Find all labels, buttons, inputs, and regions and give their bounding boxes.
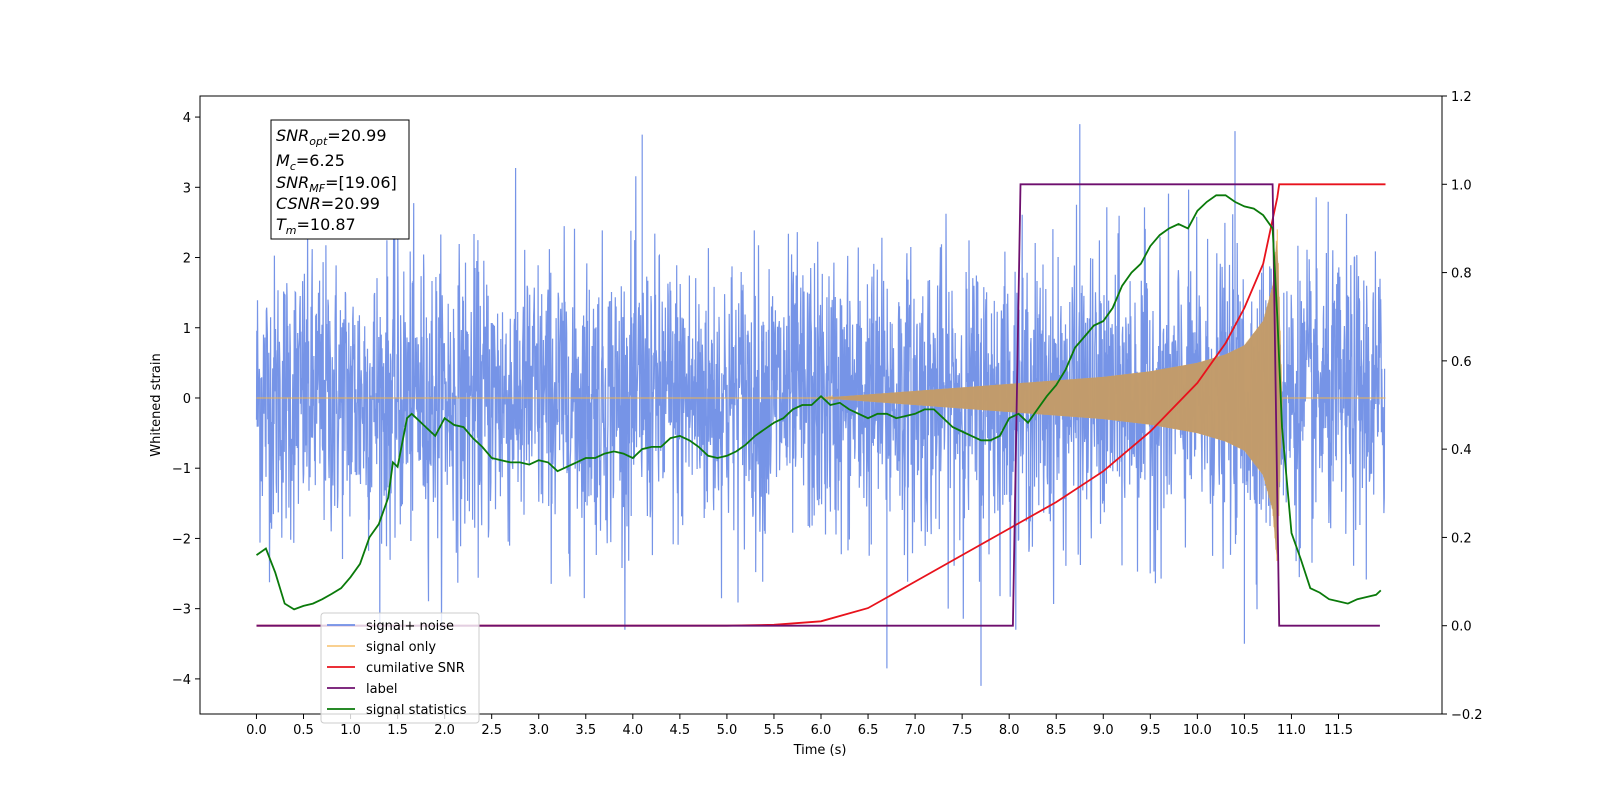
- legend-frame: [320, 612, 480, 724]
- x-tick-label: 4.5: [670, 723, 691, 738]
- signal-noise-line: [255, 124, 1386, 686]
- info-csnr: CSNR=20.99: [276, 194, 380, 213]
- x-tick-label: 1.0: [340, 723, 361, 738]
- y2-tick-label: 0.2: [1451, 531, 1472, 546]
- y2-tick-label: −0.2: [1451, 708, 1483, 723]
- y-tick-label: 3: [183, 181, 191, 196]
- y-axis-label: Whitened strain: [149, 353, 164, 456]
- info-snr-mf: SNRMF=[19.06]: [276, 173, 397, 195]
- x-tick-label: 10.5: [1230, 723, 1259, 738]
- y-tick-label: −3: [172, 603, 191, 618]
- legend-label: signal only: [366, 640, 436, 655]
- legend-label: signal+ noise: [366, 619, 454, 634]
- x-tick-label: 9.0: [1093, 723, 1114, 738]
- legend-label: label: [366, 682, 397, 697]
- series-signal-statistics-line: [255, 194, 1382, 611]
- x-tick-label: 11.5: [1324, 723, 1353, 738]
- y-tick-label: −4: [172, 673, 191, 688]
- x-tick-label: 1.5: [387, 723, 408, 738]
- x-tick-label: 10.0: [1183, 723, 1212, 738]
- signal-only-envelope: [256, 240, 1386, 556]
- info-box: SNRopt=20.99 Mc=6.25 SNRMF=[19.06] CSNR=…: [270, 119, 410, 240]
- x-tick-label: 7.0: [905, 723, 926, 738]
- series-cumilative-snr-line: [256, 183, 1386, 627]
- x-tick-label: 5.0: [717, 723, 738, 738]
- y-tick-label: 2: [183, 252, 191, 267]
- x-tick-label: 7.5: [952, 723, 973, 738]
- x-tick-label: 0.5: [293, 723, 314, 738]
- x-tick-label: 3.5: [575, 723, 596, 738]
- x-tick-label: 2.5: [481, 723, 502, 738]
- y-tick-label: 0: [183, 392, 191, 407]
- y2-tick-label: 1.0: [1451, 178, 1472, 193]
- info-snr-opt: SNRopt=20.99: [276, 126, 387, 148]
- y2-tick-label: 0.4: [1451, 443, 1472, 458]
- x-axis: 0.0 0.5 1.0 1.5 2.0 2.5 3.0 3.5 4.0 4.5 5.0 5.5 6.0 6…: [246, 714, 1353, 738]
- x-tick-label: 0.0: [246, 723, 267, 738]
- y-tick-label: −2: [172, 532, 191, 547]
- x-tick-label: 5.5: [764, 723, 785, 738]
- x-tick-label: 4.0: [622, 723, 643, 738]
- y2-tick-label: 1.2: [1451, 90, 1472, 105]
- legend: signal+ noise signal only cumilative SNR la…: [320, 612, 480, 724]
- x-tick-label: 6.0: [811, 723, 832, 738]
- info-tm: Tm=10.87: [276, 215, 356, 237]
- y-axis-right: −0.2 0.0 0.2 0.4 0.6 0.8 1.0 1.2: [1442, 90, 1483, 723]
- y2-tick-label: 0.8: [1451, 267, 1472, 282]
- x-tick-label: 8.5: [1046, 723, 1067, 738]
- y2-tick-label: 0.0: [1451, 620, 1472, 635]
- series-label-line: [256, 183, 1380, 627]
- x-tick-label: 6.5: [858, 723, 879, 738]
- x-tick-label: 8.0: [999, 723, 1020, 738]
- x-tick-label: 11.0: [1277, 723, 1306, 738]
- plot-area: [255, 124, 1386, 686]
- y2-tick-label: 0.6: [1451, 355, 1472, 370]
- series-signal-noise: [255, 124, 1386, 686]
- legend-label: cumilative SNR: [366, 661, 465, 676]
- y-tick-label: 1: [183, 322, 191, 337]
- y-axis-left: −4 −3 −2 −1 0 1 2 3 4: [172, 111, 200, 688]
- x-tick-label: 9.5: [1140, 723, 1161, 738]
- legend-label: signal statistics: [366, 703, 467, 718]
- y-tick-label: 4: [183, 111, 191, 126]
- series-lines: [255, 183, 1386, 627]
- x-tick-label: 3.0: [528, 723, 549, 738]
- x-tick-label: 2.0: [434, 723, 455, 738]
- info-mc: Mc=6.25: [276, 151, 345, 173]
- x-axis-label: Time (s): [793, 743, 847, 758]
- y-tick-label: −1: [172, 462, 191, 477]
- info-box-frame: [270, 119, 410, 240]
- series-signal-only: [256, 229, 1386, 561]
